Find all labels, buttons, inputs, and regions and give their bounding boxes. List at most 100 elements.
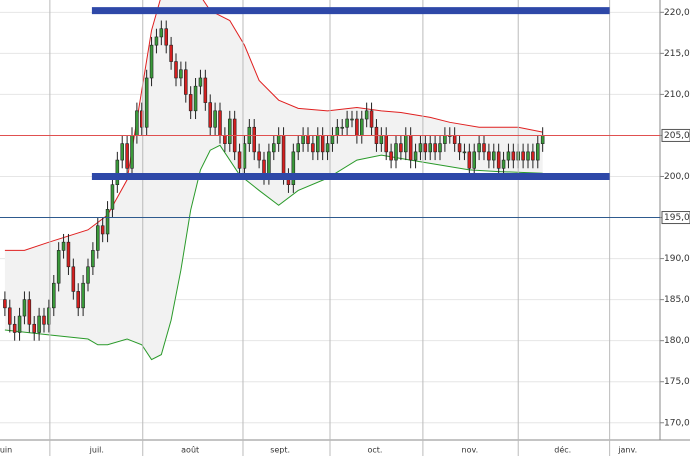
candle-body — [76, 291, 80, 309]
candle-body — [306, 135, 310, 144]
y-tick-label: 195,00 — [664, 213, 690, 223]
candle-body — [125, 143, 129, 169]
candle-body — [364, 110, 369, 120]
y-tick-label: 170,00 — [664, 418, 690, 428]
candle-body — [413, 151, 418, 161]
candle-body — [37, 315, 41, 333]
x-tick-label: oct. — [367, 446, 382, 455]
y-label-box — [661, 128, 690, 142]
candle-body — [399, 143, 403, 153]
x-tick-label: août — [181, 446, 199, 455]
candle-body — [531, 151, 535, 161]
candle-body — [188, 94, 193, 112]
candle-body — [433, 143, 437, 153]
candle-body — [252, 126, 256, 153]
candle-body — [360, 118, 364, 136]
x-tick-label: janv. — [617, 446, 637, 455]
candle-body — [66, 241, 71, 268]
candle-body — [193, 85, 198, 112]
y-tick-label: 190,00 — [664, 254, 690, 264]
candle-body — [325, 143, 330, 153]
candle-body — [506, 151, 511, 161]
candle-body — [477, 143, 481, 153]
candle-body — [301, 135, 305, 144]
candle-body — [496, 151, 501, 169]
candle-body — [428, 143, 432, 153]
candle-body — [452, 135, 457, 144]
candle-body — [52, 282, 56, 309]
candle-body — [536, 143, 540, 161]
candle-body — [22, 299, 27, 317]
candle-body — [154, 36, 159, 46]
candle-body — [291, 151, 296, 186]
candle-body — [423, 143, 428, 153]
candle-body — [237, 151, 242, 169]
y-tick-label: 205,00 — [664, 131, 690, 141]
candle-body — [511, 151, 516, 161]
candle-body — [257, 151, 261, 161]
candle-body — [3, 299, 7, 309]
candle-body — [501, 159, 506, 169]
candle-body — [81, 282, 85, 309]
candle-body — [213, 110, 217, 128]
candle-body — [394, 143, 398, 161]
candle-body — [130, 135, 134, 169]
y-tick-label: 185,00 — [664, 295, 690, 305]
candle-body — [320, 135, 325, 153]
candle-body — [404, 135, 408, 153]
candle-body — [467, 151, 472, 169]
candle-body — [86, 266, 90, 284]
candle-body — [379, 135, 384, 144]
candle-body — [203, 77, 208, 103]
candle-body — [457, 143, 462, 153]
y-tick-label: 175,00 — [664, 377, 690, 387]
candle-body — [340, 126, 344, 129]
candle-body — [120, 143, 124, 161]
candle-body — [438, 143, 442, 153]
candle-body — [267, 151, 271, 177]
candle-body — [487, 151, 491, 161]
candle-body — [105, 209, 110, 235]
candle-body — [198, 77, 203, 87]
y-tick-label: 215,00 — [664, 49, 690, 59]
candle-body — [223, 135, 227, 144]
candle-body — [91, 250, 95, 268]
candle-body — [408, 135, 413, 161]
candle-body — [311, 143, 315, 153]
candle-body — [184, 69, 188, 95]
candle-body — [179, 69, 183, 79]
candle-body — [164, 28, 168, 46]
candle-body — [272, 143, 276, 153]
candle-body — [71, 266, 76, 292]
candle-body — [115, 159, 120, 186]
candle-body — [418, 143, 423, 153]
x-tick-label: nov. — [462, 446, 479, 455]
candle-body — [521, 151, 525, 161]
y-tick-label: 210,00 — [664, 90, 690, 100]
candle-body — [27, 299, 32, 325]
candle-body — [100, 225, 105, 235]
candle-body — [482, 143, 486, 153]
candle-body — [218, 110, 222, 136]
x-tick-label: déc. — [554, 445, 571, 455]
candle-body — [56, 250, 61, 284]
candle-body — [135, 110, 139, 136]
candle-body — [149, 44, 154, 79]
candle-body — [281, 135, 286, 177]
candle-body — [276, 135, 281, 144]
candle-body — [169, 44, 173, 62]
x-tick-label: juil. — [89, 446, 104, 455]
y-tick-label: 200,00 — [664, 172, 690, 182]
candle-body — [526, 151, 530, 161]
candle-body — [12, 323, 17, 333]
candle-body — [540, 135, 545, 144]
candle-body — [228, 118, 232, 144]
candle-body — [42, 315, 46, 325]
x-tick-label: juin — [0, 446, 12, 455]
candle-body — [389, 151, 393, 161]
candle-body — [208, 102, 212, 128]
y-tick-label: 220,00 — [664, 8, 690, 18]
candle-body — [61, 241, 66, 251]
candle-body — [96, 225, 100, 251]
